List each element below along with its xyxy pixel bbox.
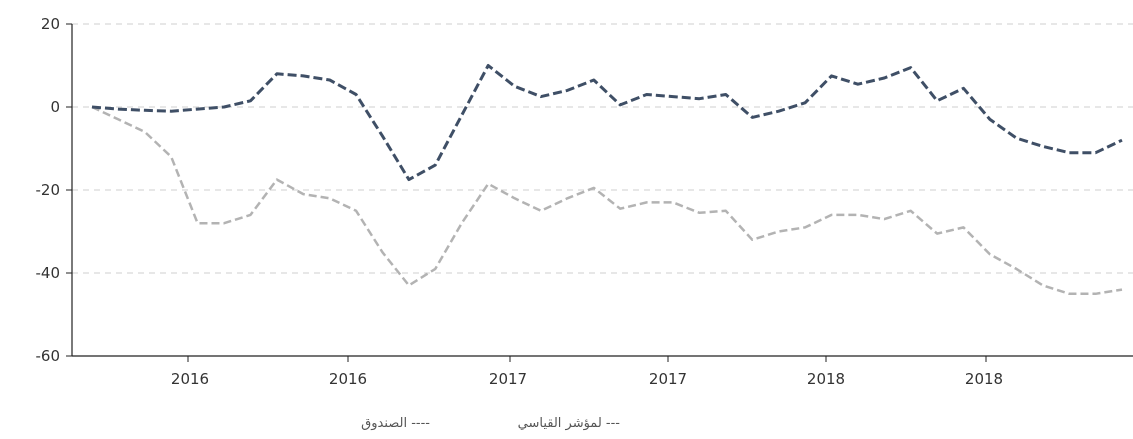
y-tick-label: -20 <box>36 181 61 199</box>
series-line-fund <box>91 64 1123 182</box>
series-lines <box>91 64 1123 296</box>
x-tick-label: 2016 <box>329 370 367 388</box>
y-tick-label: 20 <box>41 15 60 33</box>
grid-lines <box>72 23 1133 274</box>
x-tick-label: 2018 <box>965 370 1003 388</box>
x-tick-label: 2017 <box>489 370 527 388</box>
x-tick-label: 2018 <box>807 370 845 388</box>
series-line-benchmark <box>91 105 1123 296</box>
y-tick-label: -60 <box>36 347 61 365</box>
legend-label-benchmark: لمؤشر القياسي --- <box>518 416 621 431</box>
x-ticks: 2016 2016 2017 2017 2018 2018 <box>171 356 1003 388</box>
y-ticks: 20 0 -20 -40 -60 <box>36 15 72 365</box>
legend: الصندوق ---- لمؤشر القياسي --- <box>361 416 620 431</box>
x-tick-label: 2017 <box>649 370 687 388</box>
y-tick-label: 0 <box>50 98 60 116</box>
legend-label-fund: الصندوق ---- <box>361 416 430 431</box>
x-tick-label: 2016 <box>171 370 209 388</box>
y-tick-label: -40 <box>36 264 61 282</box>
